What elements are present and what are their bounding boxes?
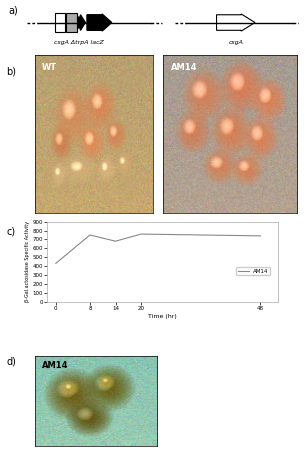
Text: WT: WT (42, 63, 57, 72)
FancyArrow shape (87, 14, 112, 31)
X-axis label: Time (hr): Time (hr) (148, 314, 177, 319)
Bar (55, 13, 65, 32)
Text: csgA: csgA (228, 40, 243, 45)
Bar (66, 13, 77, 32)
Y-axis label: β-Gal.actosidase Specific Activity: β-Gal.actosidase Specific Activity (25, 221, 30, 302)
Text: a): a) (8, 6, 18, 16)
Text: csgA ΔtrpA lacZ: csgA ΔtrpA lacZ (54, 40, 104, 45)
FancyArrow shape (78, 15, 85, 30)
FancyArrow shape (217, 14, 255, 31)
Text: c): c) (6, 226, 15, 236)
Text: AM14: AM14 (42, 361, 69, 370)
Legend: AM14: AM14 (236, 267, 270, 276)
Text: AM14: AM14 (171, 63, 198, 72)
Text: d): d) (6, 356, 16, 367)
Text: b): b) (6, 66, 16, 76)
